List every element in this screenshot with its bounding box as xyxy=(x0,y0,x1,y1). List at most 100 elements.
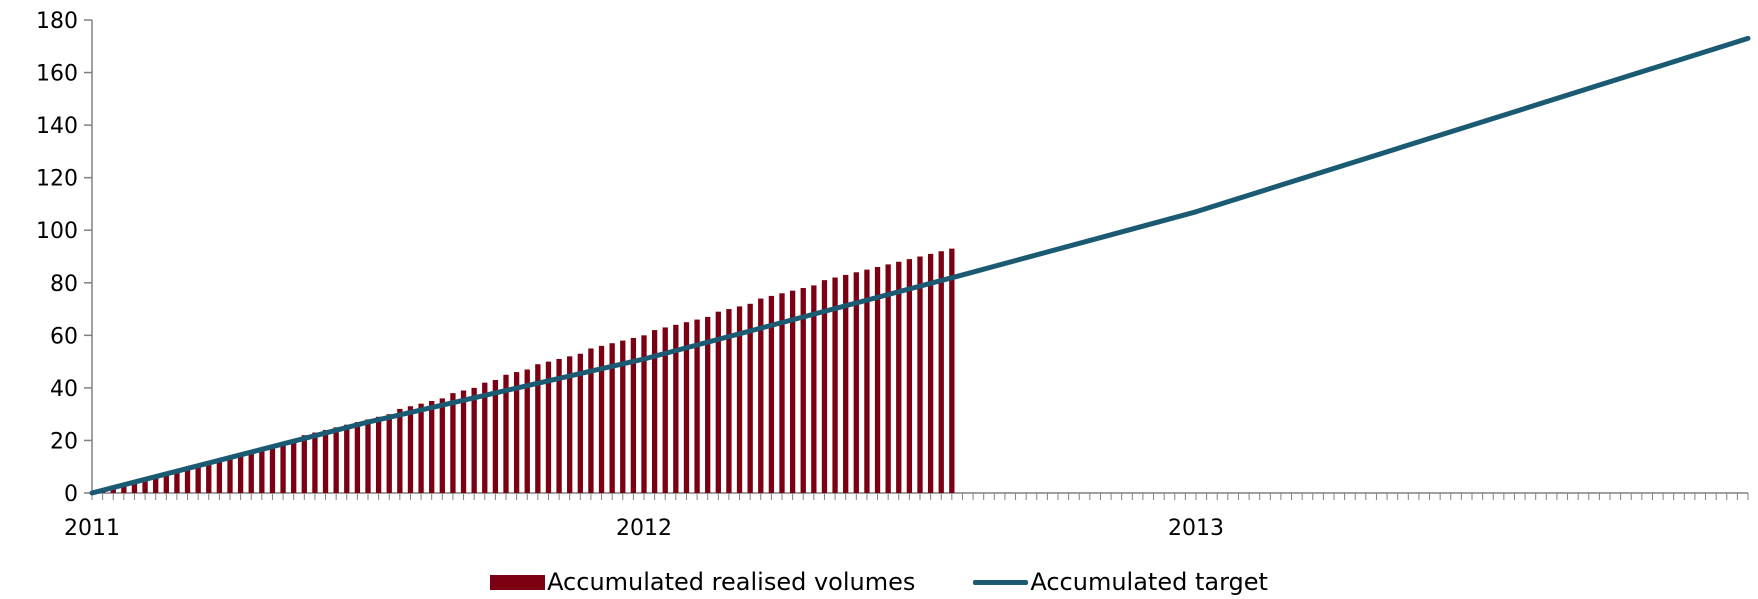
bar xyxy=(598,345,605,493)
bar xyxy=(333,427,339,493)
bar xyxy=(927,253,934,493)
bar xyxy=(513,372,520,493)
bar xyxy=(121,485,127,493)
bar xyxy=(291,440,297,493)
bar xyxy=(354,422,361,493)
bar xyxy=(736,306,743,493)
bar xyxy=(397,408,403,493)
bar xyxy=(471,387,477,493)
legend: Accumulated realised volumes Accumulated… xyxy=(0,565,1758,599)
bar-series xyxy=(99,248,955,493)
y-tick-label: 20 xyxy=(50,429,78,454)
legend-swatch-bar xyxy=(490,574,546,590)
bar xyxy=(206,464,212,493)
bar xyxy=(853,272,859,493)
y-tick-label: 120 xyxy=(36,167,78,192)
bar xyxy=(800,288,806,493)
legend-item-realised: Accumulated realised volumes xyxy=(490,568,915,596)
bar xyxy=(418,403,424,493)
bar xyxy=(280,443,286,493)
bar xyxy=(460,390,467,493)
bar xyxy=(227,456,233,493)
bar xyxy=(259,448,265,493)
bar xyxy=(450,393,456,493)
y-tick-label: 80 xyxy=(50,272,78,297)
bar xyxy=(683,322,690,493)
bar xyxy=(216,461,223,493)
bar xyxy=(407,406,414,493)
bar xyxy=(312,432,318,493)
bar xyxy=(843,274,849,493)
bar xyxy=(694,319,700,493)
line-series xyxy=(89,35,1751,496)
bar xyxy=(174,471,180,493)
bar xyxy=(726,309,732,493)
bar xyxy=(779,293,785,493)
bar xyxy=(832,277,838,493)
bar xyxy=(747,303,753,493)
bar xyxy=(938,251,944,493)
y-tick-label: 180 xyxy=(36,9,78,34)
bar xyxy=(269,445,276,493)
bar xyxy=(524,369,530,493)
bar xyxy=(758,298,764,493)
bar xyxy=(163,474,169,493)
bar xyxy=(896,261,902,493)
target-line xyxy=(89,35,1751,496)
bar xyxy=(588,348,594,493)
bar xyxy=(248,450,254,493)
y-tick-label: 160 xyxy=(36,62,78,87)
legend-label-target: Accumulated target xyxy=(1030,568,1268,596)
axes: 0 20 40 60 80 100 120 140 160 180 2011 2012 2013 xyxy=(36,9,1749,541)
bar xyxy=(365,419,371,493)
bar xyxy=(662,327,668,493)
bar xyxy=(609,343,615,493)
y-tick-label: 0 xyxy=(64,482,78,507)
bar xyxy=(651,330,658,493)
bar xyxy=(492,380,499,493)
chart: 0 20 40 60 80 100 120 140 160 180 2011 2012 2013 xyxy=(36,9,1751,541)
bar xyxy=(917,256,923,493)
bar xyxy=(630,337,637,493)
x-tick-label: 2011 xyxy=(64,516,120,541)
bar xyxy=(344,424,350,493)
bar xyxy=(482,382,488,493)
bar xyxy=(131,482,138,493)
bar xyxy=(535,364,541,493)
bar xyxy=(503,374,509,493)
bar xyxy=(556,358,562,493)
legend-item-target: Accumulated target xyxy=(973,568,1268,596)
bar xyxy=(949,248,955,493)
bar xyxy=(439,398,445,493)
bar xyxy=(195,466,201,493)
bar xyxy=(705,316,711,493)
bar xyxy=(545,361,552,493)
bar xyxy=(142,479,148,493)
bar xyxy=(768,295,775,493)
y-tick-label: 100 xyxy=(36,219,78,244)
bar xyxy=(429,401,435,493)
bar xyxy=(301,435,307,493)
bar xyxy=(110,487,116,493)
bar xyxy=(715,311,721,493)
bar xyxy=(375,416,382,493)
bar xyxy=(153,477,159,493)
bar xyxy=(322,429,329,493)
bar xyxy=(673,324,679,493)
bar xyxy=(906,259,913,493)
y-tick-label: 140 xyxy=(36,114,78,139)
bar xyxy=(567,356,573,493)
bar xyxy=(885,264,891,493)
bar xyxy=(811,285,817,493)
bar xyxy=(386,414,392,493)
bar xyxy=(184,469,191,493)
bar xyxy=(641,335,647,493)
bar xyxy=(864,269,870,493)
bar xyxy=(874,267,881,493)
bar xyxy=(620,340,626,493)
bar xyxy=(237,453,244,493)
y-tick-label: 60 xyxy=(50,324,78,349)
bar xyxy=(821,280,828,493)
x-tick-label: 2012 xyxy=(616,516,672,541)
legend-swatch-line xyxy=(973,579,1029,585)
